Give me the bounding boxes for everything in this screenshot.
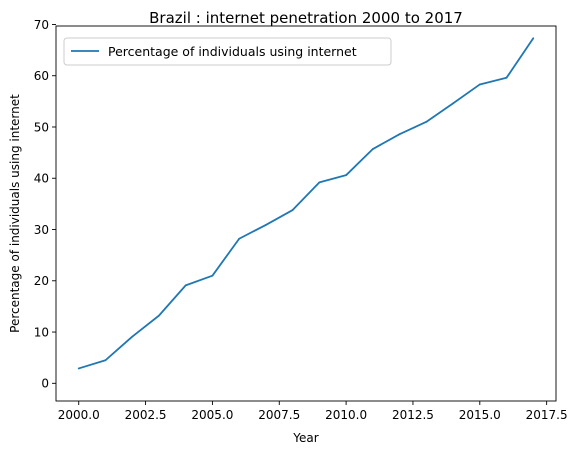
x-axis-ticks: 2000.0 2002.5 2005.0 2007.5 2010.0 2012.5 2015…: [58, 401, 568, 422]
series-layer: [77, 37, 535, 370]
y-tick-label: 40: [34, 172, 49, 186]
y-tick-label: 20: [34, 274, 49, 288]
chart-title: Brazil : internet penetration 2000 to 20…: [149, 9, 463, 27]
x-tick-label: 2012.5: [392, 408, 434, 422]
data-point: [478, 83, 481, 86]
data-point: [532, 37, 535, 40]
data-point: [425, 120, 428, 123]
y-tick-label: 10: [34, 325, 49, 339]
data-point: [291, 209, 294, 211]
x-tick-label: 2007.5: [258, 408, 300, 422]
x-tick-label: 2015.0: [459, 408, 501, 422]
y-tick-label: 70: [34, 18, 49, 32]
legend-label: Percentage of individuals using internet: [108, 44, 357, 59]
data-point: [345, 174, 348, 177]
data-point: [211, 274, 214, 277]
data-point: [131, 335, 134, 338]
data-point: [238, 237, 241, 240]
data-point: [318, 181, 321, 184]
data-point: [77, 367, 80, 370]
y-tick-label: 60: [34, 69, 49, 83]
series-line: [78, 37, 535, 370]
data-point: [371, 148, 374, 150]
plot-border: [55, 25, 557, 402]
data-point: [104, 359, 107, 362]
data-point: [158, 314, 160, 317]
data-point: [264, 224, 267, 226]
x-axis-label: Year: [292, 431, 318, 445]
x-tick-label: 2002.5: [125, 408, 167, 422]
y-axis-ticks: 0 10 20 30 40 50 60 70: [34, 18, 56, 391]
data-point: [184, 284, 187, 287]
x-tick-label: 2010.0: [325, 408, 367, 422]
x-tick-label: 2005.0: [191, 408, 233, 422]
plot-area: [56, 26, 556, 401]
y-tick-label: 30: [34, 223, 49, 237]
legend-box: [63, 37, 392, 66]
y-tick-label: 0: [41, 377, 49, 391]
data-point: [398, 133, 401, 136]
x-tick-label: 2017.5: [526, 408, 568, 422]
legend: Percentage of individuals using internet: [63, 37, 392, 66]
x-tick-label: 2000.0: [58, 408, 100, 422]
data-point: [505, 76, 508, 79]
data-point: [452, 102, 454, 105]
y-tick-label: 50: [34, 120, 49, 134]
y-axis-label: Percentage of individuals using internet: [8, 94, 22, 333]
